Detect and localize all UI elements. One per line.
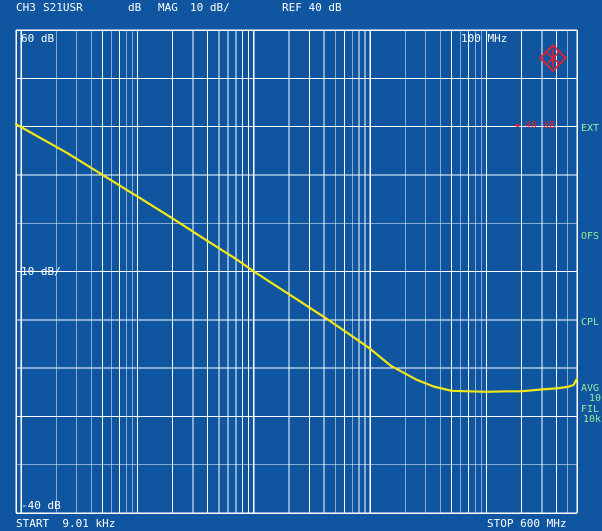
reference-level-marker: ◄ 40 dB: [513, 120, 556, 131]
scale-label: 10 dB/: [190, 1, 230, 14]
format-label: MAG: [158, 1, 178, 14]
channel-label: CH3: [16, 1, 36, 14]
cpl-label: CPL: [581, 317, 600, 328]
rohde-schwarz-logo: [538, 43, 568, 73]
format-unit-label: dB: [128, 1, 142, 14]
ofs-label: OFS: [581, 231, 600, 242]
reference-label: REF 40 dB: [282, 1, 342, 14]
bottom-scale-label: -40 dB: [21, 499, 61, 512]
avg-label: AVG: [581, 383, 600, 394]
fil-value: 10k: [583, 414, 602, 425]
trace-line: [14, 123, 579, 393]
avg-value: 10: [589, 393, 602, 404]
scale-per-division-label: 10 dB/: [21, 265, 61, 278]
ext-label: EXT: [581, 123, 600, 134]
top-scale-label: 60 dB: [21, 32, 55, 45]
fil-label: FIL: [581, 404, 600, 415]
stop-frequency-label: STOP 600 MHz: [487, 517, 567, 530]
marker-frequency-label: 100 MHz: [461, 32, 508, 45]
start-frequency-label: START 9.01 kHz: [16, 517, 116, 530]
parameter-label: S21USR: [43, 1, 83, 14]
plot-grid: [15, 29, 578, 514]
